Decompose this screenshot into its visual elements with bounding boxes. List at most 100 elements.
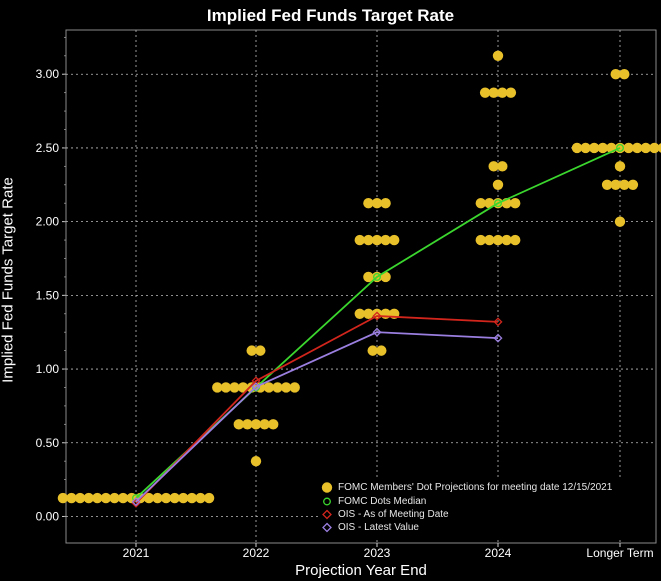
fomc-dot [589, 142, 600, 154]
fomc-dot [614, 161, 626, 172]
fomc-dot [380, 271, 391, 283]
fomc-dot [100, 492, 112, 504]
fomc-dot [627, 179, 639, 190]
fomc-dot [484, 234, 495, 246]
fomc-dot [492, 50, 504, 61]
fomc-dot [376, 345, 387, 356]
x-tick-label: 2024 [485, 546, 512, 560]
y-tick-label: 0.00 [36, 509, 60, 523]
ois-latest-line [135, 331, 499, 503]
ois-latest-point [493, 333, 503, 343]
y-tick-label: 1.50 [36, 288, 60, 302]
fomc-dot [246, 345, 257, 356]
ois-latest-point [251, 382, 261, 392]
fomc-dot [492, 234, 504, 246]
legend-item-ois-meeting: OIS - As of Meeting Date [320, 508, 654, 521]
fomc-dot [117, 492, 129, 504]
fomc-dot [143, 492, 155, 504]
legend-label-ois-latest: OIS - Latest Value [338, 522, 419, 533]
x-tick-label: Longer Term [586, 546, 653, 560]
ois-latest-point [131, 497, 141, 507]
fomc-dot [380, 198, 391, 209]
fomc-dot [623, 142, 634, 154]
plot-frame [65, 29, 657, 544]
fomc-dot [475, 234, 486, 246]
fomc-dot [250, 455, 262, 467]
fomc-dot [57, 492, 69, 504]
fomc-dot [501, 234, 512, 246]
y-tick-label: 2.00 [36, 215, 60, 229]
fomc-dot [363, 308, 374, 319]
y-tick-label: 2.50 [36, 141, 60, 155]
legend-diamond-purple-icon [322, 522, 332, 533]
fomc-dot [619, 179, 630, 190]
fomc-dot [497, 87, 508, 98]
fomc-dot [160, 492, 172, 504]
fomc-dot [109, 492, 120, 504]
fomc-dot [169, 492, 180, 504]
fomc-dot [571, 142, 583, 154]
fomc-dot [363, 271, 374, 283]
ois-meeting-point [131, 498, 141, 508]
fomc-dot [242, 419, 253, 430]
fomc-dot [220, 382, 232, 393]
x-tick-label: 2021 [123, 546, 150, 560]
x-axis-title: Projection Year End [295, 562, 427, 579]
fomc-dot [492, 179, 504, 190]
fomc-dot [640, 142, 651, 154]
fomc-dot [479, 87, 491, 98]
y-tick-label: 3.00 [36, 67, 60, 81]
ois-meeting-point [493, 317, 503, 327]
fomc-dot [505, 87, 517, 98]
legend-item-dots: FOMC Members' Dot Projections for meetin… [320, 479, 654, 495]
fomc-dot [510, 198, 521, 209]
fomc-dot [74, 492, 86, 504]
fomc-dot [92, 492, 103, 504]
fomc-dot [488, 161, 499, 172]
legend-dot-icon [321, 481, 333, 493]
fomc-dot [83, 492, 94, 504]
ois-meeting-point [372, 311, 382, 321]
fomc-dot [380, 234, 391, 246]
ois-latest-point [372, 327, 382, 337]
fomc-dot [619, 69, 630, 80]
y-tick-label: 1.00 [36, 362, 60, 376]
x-tick-label: 2022 [243, 546, 270, 560]
legend: FOMC Members' Dot Projections for meetin… [320, 479, 654, 537]
fomc-dot [632, 142, 643, 154]
fomc-dot [497, 161, 508, 172]
fomc-dot [510, 234, 521, 246]
fomc-dot [268, 419, 279, 430]
legend-label-median: FOMC Dots Median [338, 496, 427, 507]
fomc-dot [229, 382, 240, 393]
median-point [616, 143, 624, 152]
fomc-dot [649, 142, 660, 154]
ois-meeting-line [135, 315, 499, 504]
fomc-dot [233, 419, 244, 430]
fomc-dot [203, 492, 215, 504]
fomc-dot [475, 198, 486, 209]
fomc-dot [354, 234, 365, 246]
median-point [494, 199, 502, 208]
fomc-dot [354, 308, 365, 319]
fomc-dot [255, 345, 266, 356]
fomc-dot [259, 419, 270, 430]
y-axis-title: Implied Fed Funds Target Rate [0, 177, 17, 383]
legend-diamond-red-icon [322, 509, 332, 520]
legend-label-dots: FOMC Members' Dot Projections for meetin… [338, 481, 613, 493]
legend-item-median: FOMC Dots Median [320, 495, 654, 508]
fomc-dot [250, 419, 262, 430]
y-tick-label: 0.50 [36, 436, 60, 450]
fomc-dot [371, 198, 383, 209]
fomc-dot [580, 142, 591, 154]
fomc-dot [272, 382, 283, 393]
fomc-dot [614, 216, 626, 227]
fomc-dot [610, 69, 621, 80]
fomc-dot [484, 198, 495, 209]
chart-title: Implied Fed Funds Target Rate [206, 6, 455, 25]
fomc-dot [186, 492, 198, 504]
fomc-dot [367, 345, 378, 356]
fomc-dot [195, 492, 206, 504]
